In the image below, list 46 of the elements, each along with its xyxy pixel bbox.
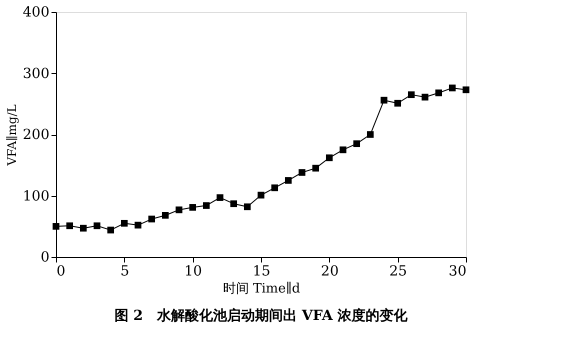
- point: [80, 224, 87, 232]
- point: [162, 212, 169, 219]
- x-tick-label: 5: [120, 264, 130, 280]
- point: [202, 202, 210, 209]
- x-axis-title: 时间 Time∥d: [222, 282, 300, 296]
- point: [244, 203, 251, 210]
- point: [52, 223, 60, 230]
- point: [312, 164, 320, 172]
- point: [176, 206, 182, 214]
- x-tick-label: 25: [389, 264, 408, 280]
- point: [66, 222, 74, 230]
- point: [422, 94, 428, 100]
- point: [284, 177, 292, 184]
- point: [408, 91, 415, 98]
- y-axis-title: VFA∥mg/L: [4, 104, 19, 167]
- point: [189, 204, 196, 211]
- point: [148, 216, 156, 222]
- point: [448, 84, 456, 92]
- point: [435, 89, 442, 96]
- x-tick-label: 20: [320, 264, 339, 280]
- y-tick-label: 300: [22, 66, 50, 82]
- point: [298, 169, 306, 176]
- point: [216, 194, 224, 201]
- point: [353, 140, 360, 148]
- point: [380, 96, 388, 104]
- point: [120, 220, 128, 227]
- point: [271, 184, 278, 192]
- x-tick-label: 0: [56, 264, 66, 280]
- point: [94, 222, 100, 230]
- y-tick-label: 0: [40, 250, 50, 266]
- point: [394, 100, 402, 107]
- point: [326, 154, 333, 162]
- text: 图 2 水解酸化池启动期间出 VFA 浓度的变化: [114, 307, 409, 324]
- point: [258, 192, 264, 198]
- point: [340, 146, 346, 154]
- point: [366, 131, 374, 138]
- y-tick-label: 100: [22, 188, 50, 204]
- point: [134, 222, 142, 229]
- x-tick-label: 30: [448, 264, 466, 280]
- x-tick-label: 10: [184, 264, 202, 280]
- y-tick-label: 400: [22, 4, 50, 20]
- point: [462, 86, 470, 94]
- point: [230, 200, 238, 208]
- x-tick-label: 15: [252, 264, 270, 280]
- y-tick-label: 200: [22, 127, 50, 143]
- point: [107, 226, 114, 234]
